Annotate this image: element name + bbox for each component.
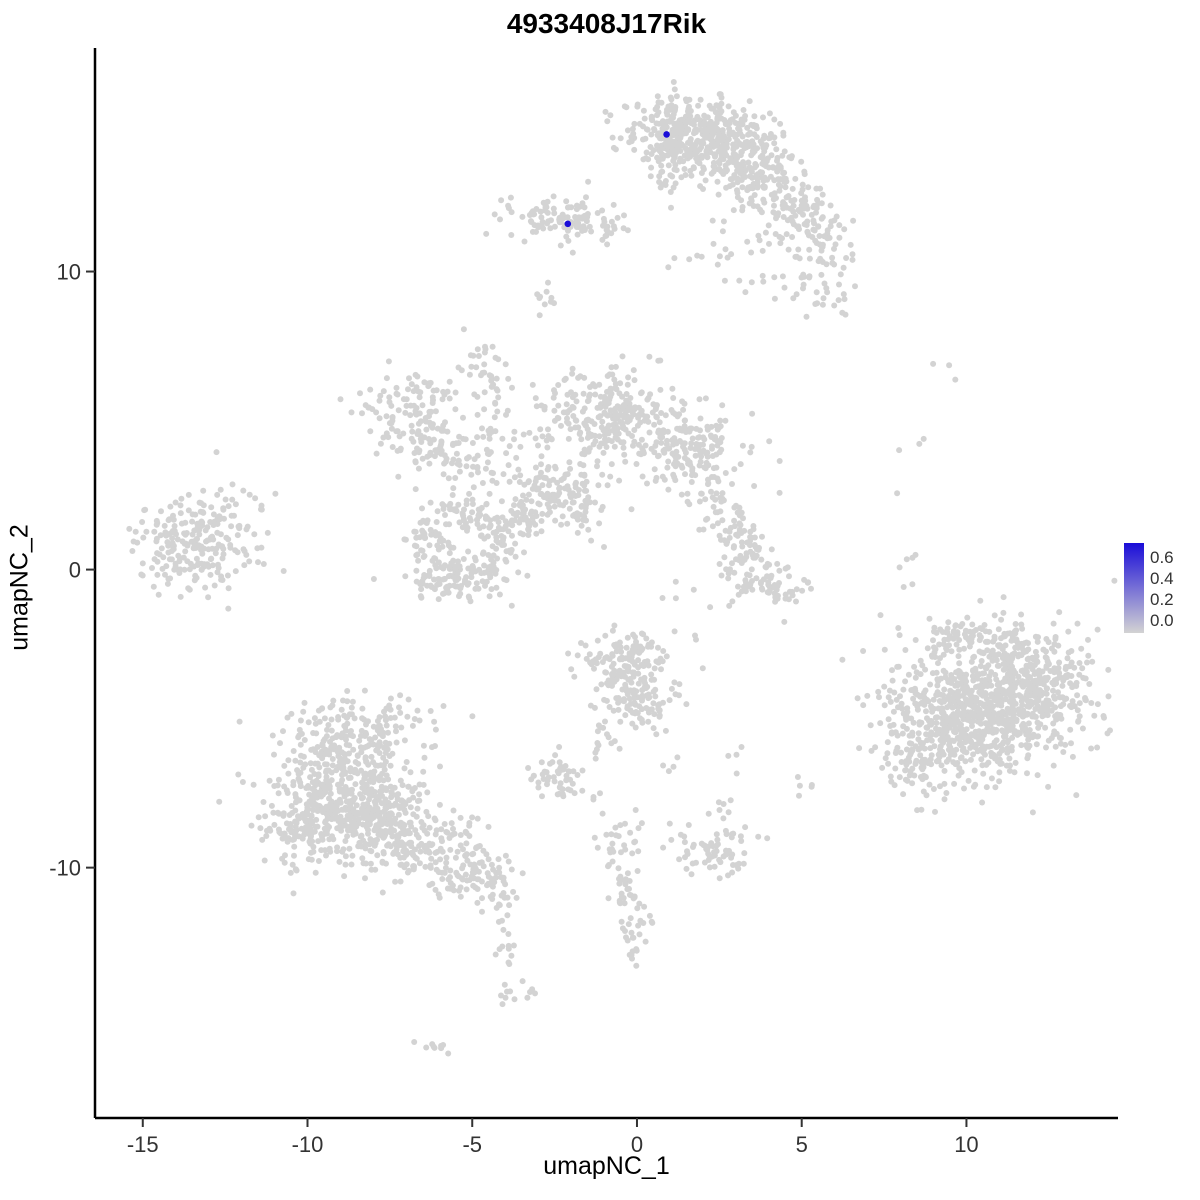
highlighted-points — [564, 131, 670, 228]
y-axis-label: umapNC_2 — [5, 524, 34, 651]
x-tick-label: 5 — [796, 1132, 808, 1157]
y-tick-label: -10 — [49, 856, 81, 881]
axes: -15 -10 -5 0 5 10 -10 0 10 — [49, 48, 1118, 1157]
legend-tick-label: 0.4 — [1150, 569, 1174, 588]
legend-tick-label: 0.2 — [1150, 590, 1174, 609]
scatter-points — [126, 79, 1118, 1057]
x-tick-label: -5 — [462, 1132, 482, 1157]
x-tick-label: 10 — [954, 1132, 978, 1157]
x-tick-label: -15 — [127, 1132, 159, 1157]
x-tick-label: -10 — [292, 1132, 324, 1157]
y-tick-label: 0 — [69, 558, 81, 583]
x-tick-label: 0 — [631, 1132, 643, 1157]
legend-tick-label: 0.0 — [1150, 611, 1174, 630]
legend-tick-label: 0.6 — [1150, 548, 1174, 567]
x-axis-label: umapNC_1 — [543, 1152, 670, 1180]
legend-gradient-bar — [1124, 543, 1144, 633]
color-legend: 0.6 0.4 0.2 0.0 — [1124, 543, 1200, 639]
plot-title: 4933408J17Rik — [506, 8, 707, 39]
y-tick-label: 10 — [57, 260, 81, 285]
